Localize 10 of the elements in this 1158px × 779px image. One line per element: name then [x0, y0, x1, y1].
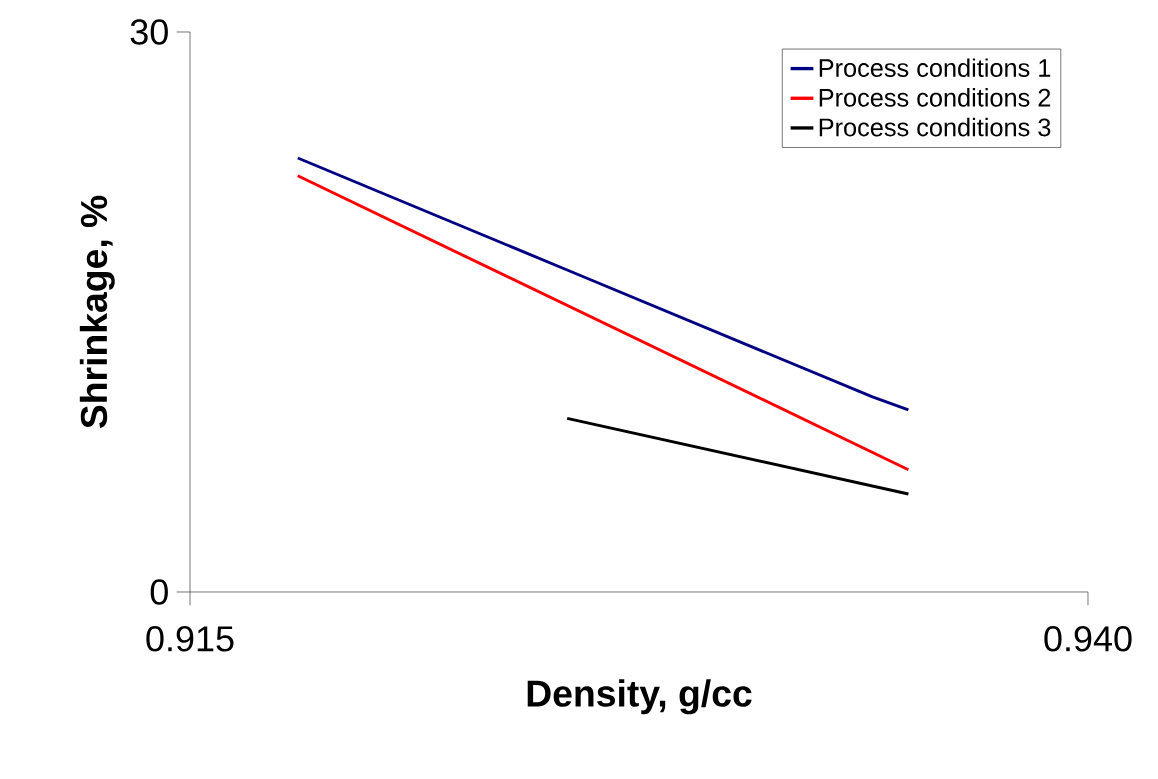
y-tick-label: 0 [150, 579, 168, 605]
x-tick-label: 0.940 [1044, 626, 1132, 652]
x-axis-title: Density, g/cc [527, 679, 752, 715]
legend-label: Process conditions 3 [819, 117, 1051, 137]
legend-label: Process conditions 1 [819, 58, 1051, 78]
y-tick-label: 30 [130, 19, 168, 45]
x-tick-label: 0.915 [146, 626, 234, 652]
y-axis-title: Shrinkage, % [79, 195, 115, 429]
legend-label: Process conditions 2 [819, 88, 1051, 107]
line-series [296, 156, 910, 412]
